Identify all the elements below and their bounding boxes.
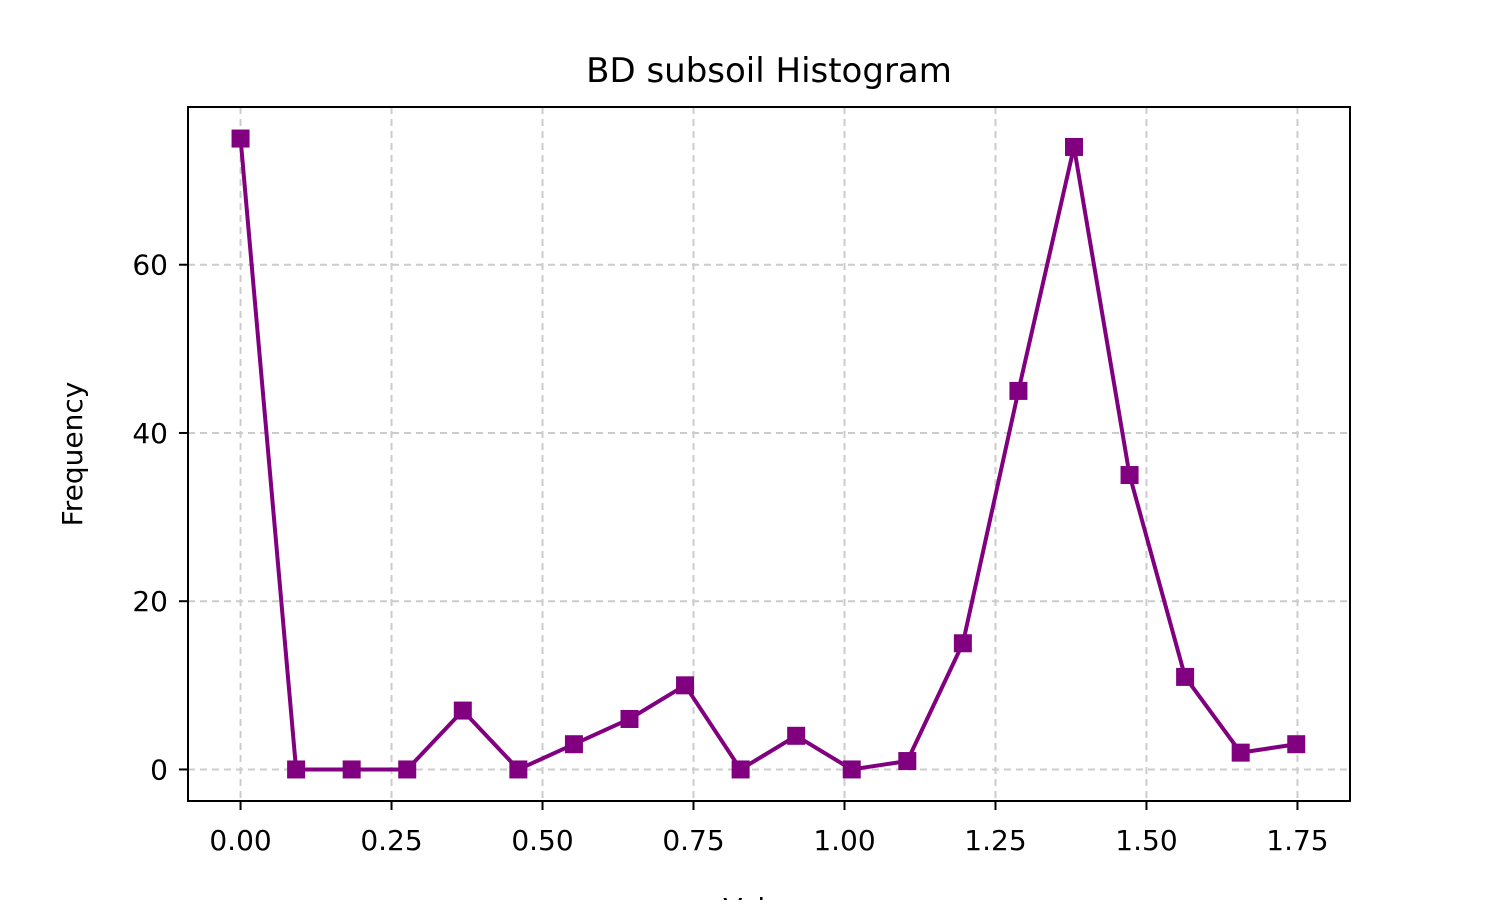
data-point-marker (1287, 735, 1306, 754)
data-point-marker (842, 760, 861, 779)
x-tick-label: 0.00 (209, 824, 271, 857)
data-point-marker (453, 701, 472, 720)
x-tick-label: 1.75 (1266, 824, 1328, 857)
axis-ticks: 0.00 0.25 0.50 0.75 1.00 1.25 1.50 1.75 0 20 40 60 (132, 249, 1328, 857)
y-tick-label: 0 (150, 753, 168, 786)
data-point-marker (953, 634, 972, 653)
data-point-marker (398, 760, 417, 779)
data-point-marker (287, 760, 306, 779)
data-point-marker (676, 676, 695, 695)
data-point-marker (787, 726, 806, 745)
data-point-marker (231, 129, 250, 148)
data-point-marker (1064, 137, 1083, 156)
y-tick-label: 20 (132, 585, 168, 618)
x-tick-label: 1.00 (813, 824, 875, 857)
y-tick-label: 60 (132, 249, 168, 282)
data-point-marker (731, 760, 750, 779)
data-point-marker (620, 709, 639, 728)
data-point-marker (342, 760, 361, 779)
data-point-marker (1176, 667, 1195, 686)
data-point-marker (898, 752, 917, 771)
x-tick-label: 0.50 (511, 824, 573, 857)
data-point-marker (1120, 466, 1139, 485)
series-line (238, 138, 1297, 772)
x-tick-label: 0.75 (662, 824, 724, 857)
series-layer (231, 129, 1306, 779)
data-point-marker (1009, 381, 1028, 400)
x-tick-label: 1.50 (1115, 824, 1177, 857)
x-tick-label: 1.25 (964, 824, 1026, 857)
data-point-marker (1231, 743, 1250, 762)
plot-frame (187, 106, 1351, 802)
x-axis-label: Values (723, 892, 814, 900)
y-axis-label: Frequency (56, 382, 89, 527)
x-tick-label: 0.25 (360, 824, 422, 857)
y-tick-label: 40 (132, 417, 168, 450)
data-point-marker (564, 735, 583, 754)
chart-title: BD subsoil Histogram (586, 51, 952, 91)
data-point-marker (509, 760, 528, 779)
